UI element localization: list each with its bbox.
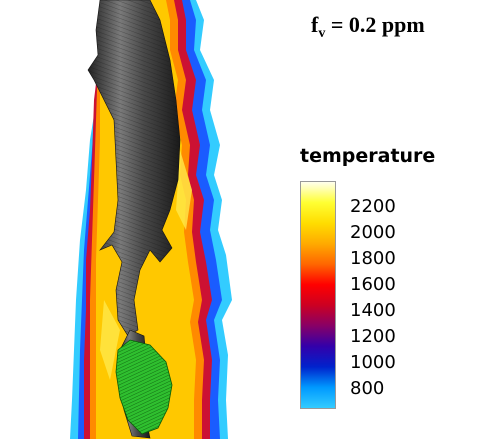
- fv-symbol: f: [311, 12, 319, 37]
- soot-volume-fraction-label: fv = 0.2 ppm: [311, 12, 476, 44]
- colorbar-tick-label: 2200: [350, 196, 396, 218]
- colorbar-gradient: [300, 181, 336, 409]
- colorbar-tick-label: 800: [350, 378, 385, 400]
- colorbar-tick-label: 2000: [350, 222, 396, 244]
- colorbar-tick-label: 1800: [350, 248, 396, 270]
- colorbar-tick-label: 1600: [350, 274, 396, 296]
- fv-value: = 0.2 ppm: [325, 12, 425, 37]
- soot-isosurface-texture: [88, 0, 180, 336]
- colorbar-tick-label: 1400: [350, 300, 396, 322]
- flame-bright-region: [100, 150, 192, 380]
- colorbar-tick-label: 1200: [350, 326, 396, 348]
- colorbar: [300, 181, 336, 409]
- soot-isosurface-green-texture: [116, 340, 172, 434]
- colorbar-title: temperature: [300, 145, 436, 167]
- fv-subscript: v: [318, 26, 326, 41]
- colorbar-tick-label: 1000: [350, 352, 396, 374]
